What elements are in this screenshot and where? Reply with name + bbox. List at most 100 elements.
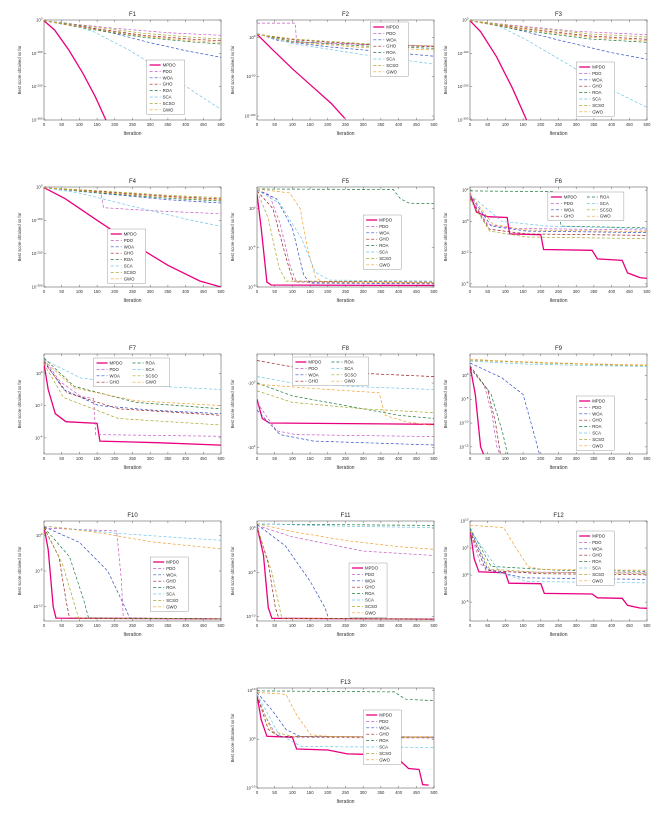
svg-text:250: 250 bbox=[555, 122, 563, 127]
svg-text:500: 500 bbox=[431, 790, 439, 795]
svg-text:GWO: GWO bbox=[124, 276, 135, 281]
svg-text:WOA: WOA bbox=[308, 372, 318, 377]
svg-text:100: 100 bbox=[36, 17, 43, 23]
x-axis: 0 50 100 150 200 250 300 350 400 450 500 bbox=[256, 20, 438, 127]
svg-text:0: 0 bbox=[469, 456, 472, 461]
plot-box bbox=[43, 520, 222, 622]
series-group bbox=[257, 188, 434, 287]
svg-text:0: 0 bbox=[43, 122, 46, 127]
svg-text:450: 450 bbox=[413, 790, 421, 795]
svg-text:SCA: SCA bbox=[344, 366, 353, 371]
svg-text:350: 350 bbox=[590, 289, 598, 294]
svg-text:150: 150 bbox=[520, 456, 528, 461]
chart-f4: F4 Best score obtained so far Iteration 0 50… bbox=[17, 179, 225, 304]
x-axis: 0 50 100 150 200 250 300 350 400 450 500 bbox=[43, 354, 225, 461]
svg-text:GWO: GWO bbox=[600, 214, 611, 219]
svg-text:400: 400 bbox=[395, 790, 403, 795]
y-axis-label: Best score obtained so far bbox=[443, 212, 448, 261]
chart-f12: F12 Best score obtained so far Iteration 0 5… bbox=[443, 513, 651, 638]
series-GHO bbox=[44, 361, 221, 416]
svg-text:GHO: GHO bbox=[379, 732, 389, 737]
series-group bbox=[470, 190, 647, 280]
svg-text:150: 150 bbox=[520, 122, 528, 127]
series-ROA bbox=[257, 523, 434, 526]
svg-text:ROA: ROA bbox=[379, 738, 388, 743]
series-GHO bbox=[470, 367, 501, 454]
svg-text:300: 300 bbox=[360, 289, 368, 294]
svg-text:MPDO: MPDO bbox=[110, 361, 124, 366]
svg-text:SCA: SCA bbox=[379, 745, 388, 750]
svg-text:150: 150 bbox=[307, 790, 315, 795]
svg-text:MPDO: MPDO bbox=[166, 560, 180, 565]
series-GWO bbox=[44, 20, 221, 43]
svg-text:ROA: ROA bbox=[386, 50, 395, 55]
series-SCSO bbox=[44, 187, 221, 199]
svg-text:400: 400 bbox=[182, 122, 190, 127]
svg-text:10-50: 10-50 bbox=[246, 73, 255, 79]
series-WOA bbox=[257, 189, 434, 284]
svg-text:PDO: PDO bbox=[592, 405, 602, 410]
svg-text:50: 50 bbox=[59, 623, 64, 628]
svg-text:SCSO: SCSO bbox=[600, 207, 613, 212]
series-MPDO bbox=[257, 399, 434, 425]
series-WOA bbox=[470, 362, 540, 454]
series-MPDO bbox=[470, 20, 528, 120]
x-axis-label: Iteration bbox=[549, 465, 567, 471]
svg-text:50: 50 bbox=[272, 456, 277, 461]
svg-text:10-300: 10-300 bbox=[32, 117, 43, 123]
series-PDO bbox=[470, 20, 647, 36]
svg-text:GWO: GWO bbox=[344, 379, 355, 384]
series-MPDO bbox=[257, 33, 346, 119]
svg-text:100: 100 bbox=[76, 289, 84, 294]
y-axis: 100 10-5 10-10 bbox=[246, 525, 434, 619]
svg-text:450: 450 bbox=[413, 289, 421, 294]
svg-text:105: 105 bbox=[462, 545, 469, 551]
svg-text:GWO: GWO bbox=[379, 757, 390, 762]
svg-text:WOA: WOA bbox=[166, 572, 176, 577]
svg-text:450: 450 bbox=[200, 623, 208, 628]
series-ROA bbox=[470, 365, 508, 454]
y-axis-label: Best score obtained so far bbox=[443, 379, 448, 428]
svg-text:PDO: PDO bbox=[386, 31, 396, 36]
y-axis: 102 100 10-2 10-4 bbox=[461, 187, 647, 286]
series-GWO bbox=[470, 358, 647, 366]
y-axis: 100 10-2 10-4 bbox=[35, 370, 221, 440]
series-PDO bbox=[257, 695, 434, 739]
svg-text:10-10: 10-10 bbox=[246, 785, 255, 791]
x-axis-label: Iteration bbox=[336, 632, 354, 638]
x-axis-label: Iteration bbox=[549, 632, 567, 638]
svg-text:500: 500 bbox=[218, 456, 226, 461]
y-axis-label: Best score obtained so far bbox=[230, 212, 235, 261]
svg-text:10-300: 10-300 bbox=[32, 284, 43, 290]
y-axis-label: Best score obtained so far bbox=[17, 379, 22, 428]
series-GWO bbox=[257, 692, 434, 738]
series-GWO bbox=[470, 20, 647, 42]
series-SCA bbox=[257, 694, 434, 748]
svg-text:500: 500 bbox=[218, 122, 226, 127]
series-PDO bbox=[257, 402, 434, 437]
svg-text:WOA: WOA bbox=[564, 207, 574, 212]
series-ROA bbox=[257, 690, 434, 702]
svg-text:GWO: GWO bbox=[166, 604, 177, 609]
svg-text:350: 350 bbox=[164, 122, 172, 127]
svg-text:50: 50 bbox=[485, 289, 490, 294]
x-axis-label: Iteration bbox=[336, 131, 354, 137]
svg-text:100: 100 bbox=[249, 525, 256, 531]
svg-text:200: 200 bbox=[324, 456, 332, 461]
x-axis: 0 50 100 150 200 250 300 350 400 450 500 bbox=[469, 20, 651, 127]
svg-text:MPDO: MPDO bbox=[365, 566, 379, 571]
series-PDO bbox=[44, 527, 221, 620]
series-group bbox=[257, 690, 434, 786]
svg-text:400: 400 bbox=[395, 456, 403, 461]
x-axis-label: Iteration bbox=[123, 131, 141, 137]
y-axis: 100 10-4 10-8 bbox=[248, 205, 434, 290]
svg-text:PDO: PDO bbox=[163, 69, 173, 74]
svg-text:ROA: ROA bbox=[365, 591, 374, 596]
svg-text:350: 350 bbox=[377, 289, 385, 294]
svg-text:100: 100 bbox=[502, 456, 510, 461]
svg-text:200: 200 bbox=[111, 456, 119, 461]
